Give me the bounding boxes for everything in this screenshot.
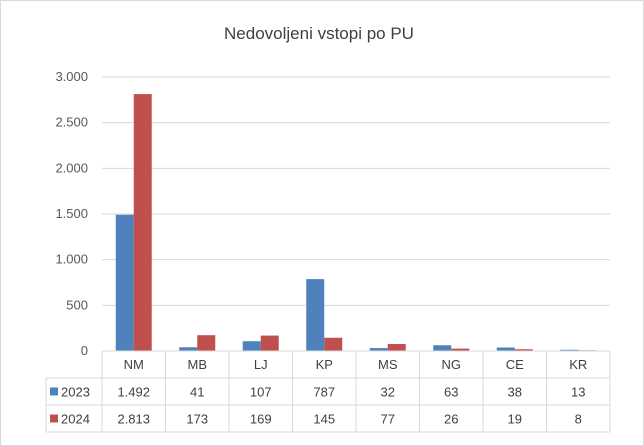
table-cell-2023-MB: 41 <box>190 385 204 400</box>
chart-title: Nedovoljeni vstopi po PU <box>224 24 414 43</box>
bar-2024-NM <box>133 94 152 351</box>
bars <box>115 94 597 351</box>
category-label-LJ: LJ <box>254 357 268 372</box>
table-cell-2023-CE: 38 <box>508 385 522 400</box>
table-cell-2024-MS: 77 <box>381 412 395 427</box>
bar-2024-KP <box>324 337 343 351</box>
y-tick-label: 1.500 <box>55 206 88 221</box>
bar-2023-KR <box>560 349 579 351</box>
category-label-MB: MB <box>188 357 208 372</box>
y-tick-label: 2.000 <box>55 160 88 175</box>
legend-key-2023 <box>50 387 58 396</box>
bar-2023-KP <box>306 279 325 351</box>
category-label-KR: KR <box>569 357 587 372</box>
data-table: NM MB LJ KP MS NG CE KR 2023 1.492 41 107 787 32 63 38 1… <box>45 350 611 433</box>
gridlines <box>102 76 610 306</box>
legend-key-2024 <box>50 414 58 423</box>
y-tick-label: 3.000 <box>55 69 88 84</box>
table-cell-2023-NM: 1.492 <box>117 385 150 400</box>
table-cell-2023-NG: 63 <box>444 385 458 400</box>
bar-2024-LJ <box>260 335 279 351</box>
y-tick-label: 500 <box>66 297 88 312</box>
table-cell-2024-KP: 145 <box>313 412 335 427</box>
table-cell-2023-MS: 32 <box>381 385 395 400</box>
category-label-NG: NG <box>442 357 462 372</box>
bar-2024-CE <box>514 349 533 351</box>
y-axis: 0 500 1.000 1.500 2.000 2.500 3.000 <box>55 69 88 358</box>
table-cell-2024-KR: 8 <box>575 412 582 427</box>
bar-2023-NM <box>115 214 134 351</box>
legend-label-2024: 2024 <box>61 412 90 427</box>
legend-label-2023: 2023 <box>61 385 90 400</box>
bar-2024-MS <box>387 343 406 351</box>
bar-2024-MB <box>197 335 216 351</box>
table-cell-2024-CE: 19 <box>508 412 522 427</box>
table-cell-2024-NG: 26 <box>444 412 458 427</box>
table-cell-2023-KR: 13 <box>571 385 585 400</box>
bar-2023-NG <box>433 345 452 351</box>
table-cell-2023-LJ: 107 <box>250 385 272 400</box>
y-tick-label: 0 <box>81 343 88 358</box>
table-cell-2023-KP: 787 <box>313 385 335 400</box>
bar-2023-CE <box>496 347 515 351</box>
y-tick-label: 2.500 <box>55 115 88 130</box>
bar-2024-NG <box>451 348 470 351</box>
table-cell-2024-MB: 173 <box>186 412 208 427</box>
y-tick-label: 1.000 <box>55 252 88 267</box>
category-label-KP: KP <box>316 357 333 372</box>
bar-2023-MB <box>179 347 198 351</box>
bar-2023-LJ <box>242 341 261 351</box>
table-cell-2024-NM: 2.813 <box>117 412 150 427</box>
category-label-MS: MS <box>378 357 398 372</box>
category-label-NM: NM <box>124 357 144 372</box>
bar-2023-MS <box>369 348 388 351</box>
table-cell-2024-LJ: 169 <box>250 412 272 427</box>
category-label-CE: CE <box>506 357 524 372</box>
